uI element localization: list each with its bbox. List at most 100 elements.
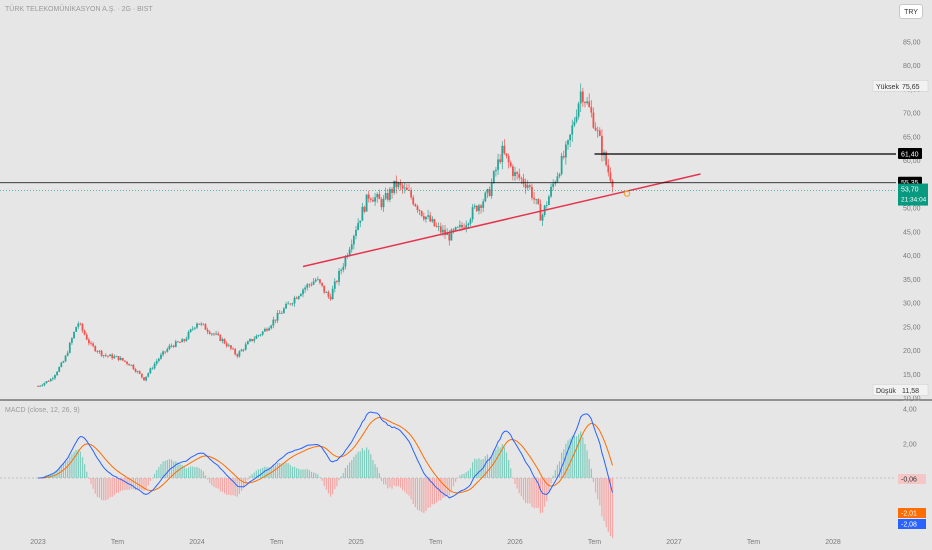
candle-body [160,354,162,359]
candle-body [37,386,39,387]
candle-body [263,328,266,332]
macd-histogram-bar [300,469,302,478]
candle-body [374,197,376,202]
candle-body [465,225,468,229]
candle-body [435,226,438,227]
candle-body [552,183,555,187]
macd-histogram-bar [550,478,552,484]
candle-body [198,323,201,325]
candle-body [109,354,111,357]
candle-body [295,297,298,299]
macd-histogram-bar [488,457,491,478]
macd-histogram-bar [274,465,277,478]
x-tick-label: 2028 [825,539,841,546]
macd-line [37,411,613,499]
macd-histogram-bar [402,478,404,491]
candle-body [274,319,277,321]
macd-histogram-bar [145,478,147,489]
candle-body [526,185,529,188]
candle-body [577,103,580,117]
candle-body [391,189,393,193]
macd-histogram-bar [122,478,124,491]
macd-histogram-bar [238,478,240,495]
macd-signal-line [38,416,613,494]
macd-histogram-bar [111,478,113,497]
macd-histogram-bar [410,478,412,500]
candle-body [153,363,156,369]
currency-button[interactable]: TRY [899,4,923,19]
candle-body [567,140,569,145]
macd-histogram-bar [154,473,156,478]
last-price-badge [898,183,928,206]
countdown-text: 21:34:04 [901,197,927,204]
macd-histogram-bar [283,463,285,478]
macd-histogram-bar [247,478,249,480]
macd-histogram-bar [474,458,476,478]
candle-body [522,178,525,184]
macd-histogram-bar [291,466,293,478]
macd-histogram-bar [563,449,565,478]
x-tick-label: 2027 [666,539,682,546]
candle-body [437,226,440,228]
candle-body [299,294,302,297]
candle-body [249,339,251,342]
macd-histogram-bar [363,450,366,478]
macd-histogram-bar [486,454,489,478]
macd-histogram-bar [457,478,459,479]
candle-body [117,356,120,361]
candle-body [140,373,143,378]
macd-histogram-bar [315,473,317,478]
candle-body [560,155,563,175]
candle-body [548,196,550,205]
candle-body [511,166,514,177]
macd-histogram-bar [605,478,607,528]
candle-body [378,194,381,200]
candle-body [257,335,260,336]
macd-histogram-bar [516,478,518,489]
macd-histogram-bar [302,469,304,478]
macd-histogram-bar [130,478,132,489]
candle-body [386,193,389,200]
candle-body [202,323,205,325]
candle-body [516,172,519,174]
candle-body [456,226,459,228]
candle-body [102,355,105,356]
y-tick-label: 20,00 [903,348,921,355]
candle-body [569,134,572,141]
candle-body [191,328,194,330]
macd-histogram-bar [134,478,137,491]
y-tick-label: 30,00 [903,301,921,308]
candle-body [147,373,150,377]
macd-histogram-bar [442,478,444,499]
macd-histogram-bar [298,468,300,478]
macd-histogram-bar [79,451,81,478]
macd-histogram-bar [435,478,438,503]
candle-body [541,214,544,221]
macd-histogram-bar [147,478,149,486]
macd-histogram-bar [419,478,421,511]
candle-body [251,339,254,341]
candle-body [327,292,330,297]
macd-histogram-bar [219,478,221,492]
y-tick-label: 35,00 [903,277,921,284]
macd-histogram-bar [558,461,561,478]
candle-body [210,333,213,335]
macd-histogram-bar [160,464,162,478]
candle-body [439,226,442,233]
candle-body [344,256,347,267]
y-tick-label: 60,00 [903,158,921,165]
candle-body [183,339,186,341]
macd-histogram-bar [88,478,90,479]
candle-body [83,330,86,335]
macd-histogram-bar [429,478,431,508]
candle-body [223,339,226,344]
y-tick-label: 15,00 [903,372,921,379]
macd-histogram-bar [317,474,319,478]
candle-body [289,303,292,305]
macd-histogram-bar [533,478,535,509]
macd-histogram-bar [90,478,92,485]
candle-body [43,382,46,386]
macd-histogram-bar [211,478,213,486]
candle-body [310,284,313,286]
